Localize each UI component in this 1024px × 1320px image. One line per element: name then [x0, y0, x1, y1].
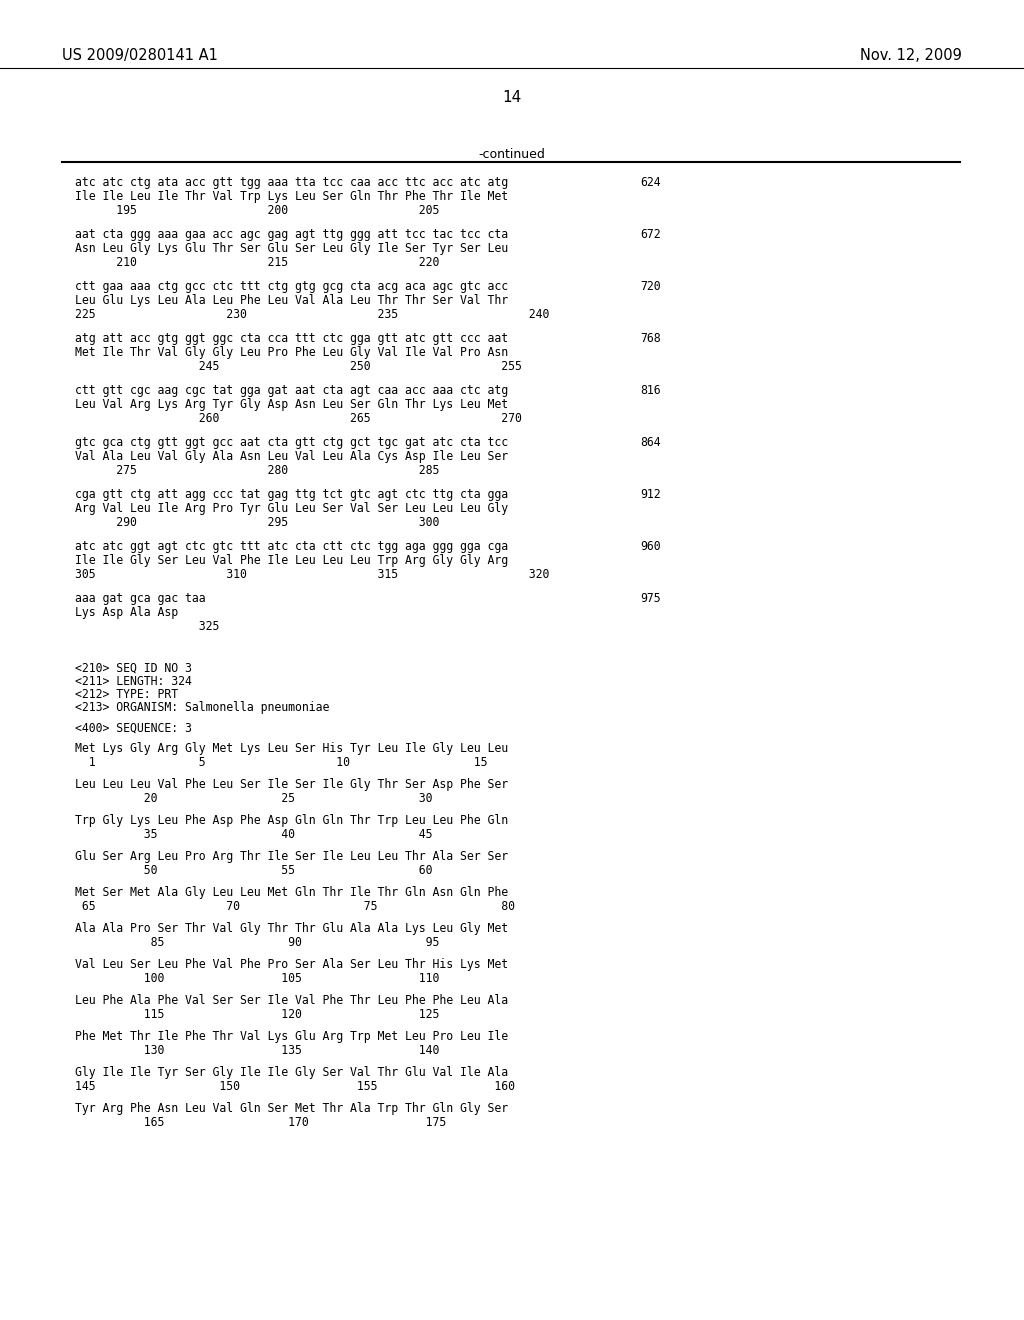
Text: Gly Ile Ile Tyr Ser Gly Ile Ile Gly Ser Val Thr Glu Val Ile Ala: Gly Ile Ile Tyr Ser Gly Ile Ile Gly Ser …: [75, 1067, 508, 1078]
Text: Lys Asp Ala Asp: Lys Asp Ala Asp: [75, 606, 178, 619]
Text: 305                   310                   315                   320: 305 310 315 320: [75, 568, 549, 581]
Text: 816: 816: [640, 384, 660, 397]
Text: Ala Ala Pro Ser Thr Val Gly Thr Thr Glu Ala Ala Lys Leu Gly Met: Ala Ala Pro Ser Thr Val Gly Thr Thr Glu …: [75, 921, 508, 935]
Text: 720: 720: [640, 280, 660, 293]
Text: 14: 14: [503, 90, 521, 106]
Text: 50                  55                  60: 50 55 60: [75, 865, 432, 876]
Text: <212> TYPE: PRT: <212> TYPE: PRT: [75, 688, 178, 701]
Text: 624: 624: [640, 176, 660, 189]
Text: 130                 135                 140: 130 135 140: [75, 1044, 439, 1057]
Text: 260                   265                   270: 260 265 270: [75, 412, 522, 425]
Text: Leu Glu Lys Leu Ala Leu Phe Leu Val Ala Leu Thr Thr Ser Val Thr: Leu Glu Lys Leu Ala Leu Phe Leu Val Ala …: [75, 294, 508, 308]
Text: Asn Leu Gly Lys Glu Thr Ser Glu Ser Leu Gly Ile Ser Tyr Ser Leu: Asn Leu Gly Lys Glu Thr Ser Glu Ser Leu …: [75, 242, 508, 255]
Text: 115                 120                 125: 115 120 125: [75, 1008, 439, 1020]
Text: Tyr Arg Phe Asn Leu Val Gln Ser Met Thr Ala Trp Thr Gln Gly Ser: Tyr Arg Phe Asn Leu Val Gln Ser Met Thr …: [75, 1102, 508, 1115]
Text: gtc gca ctg gtt ggt gcc aat cta gtt ctg gct tgc gat atc cta tcc: gtc gca ctg gtt ggt gcc aat cta gtt ctg …: [75, 436, 508, 449]
Text: Val Ala Leu Val Gly Ala Asn Leu Val Leu Ala Cys Asp Ile Leu Ser: Val Ala Leu Val Gly Ala Asn Leu Val Leu …: [75, 450, 508, 463]
Text: -continued: -continued: [478, 148, 546, 161]
Text: 672: 672: [640, 228, 660, 242]
Text: 145                  150                 155                 160: 145 150 155 160: [75, 1080, 515, 1093]
Text: 768: 768: [640, 333, 660, 345]
Text: 195                   200                   205: 195 200 205: [75, 205, 439, 216]
Text: Met Lys Gly Arg Gly Met Lys Leu Ser His Tyr Leu Ile Gly Leu Leu: Met Lys Gly Arg Gly Met Lys Leu Ser His …: [75, 742, 508, 755]
Text: 20                  25                  30: 20 25 30: [75, 792, 432, 805]
Text: <213> ORGANISM: Salmonella pneumoniae: <213> ORGANISM: Salmonella pneumoniae: [75, 701, 330, 714]
Text: <211> LENGTH: 324: <211> LENGTH: 324: [75, 675, 191, 688]
Text: aaa gat gca gac taa: aaa gat gca gac taa: [75, 591, 206, 605]
Text: aat cta ggg aaa gaa acc agc gag agt ttg ggg att tcc tac tcc cta: aat cta ggg aaa gaa acc agc gag agt ttg …: [75, 228, 508, 242]
Text: 65                   70                  75                  80: 65 70 75 80: [75, 900, 515, 913]
Text: 864: 864: [640, 436, 660, 449]
Text: 85                  90                  95: 85 90 95: [75, 936, 439, 949]
Text: Phe Met Thr Ile Phe Thr Val Lys Glu Arg Trp Met Leu Pro Leu Ile: Phe Met Thr Ile Phe Thr Val Lys Glu Arg …: [75, 1030, 508, 1043]
Text: Met Ser Met Ala Gly Leu Leu Met Gln Thr Ile Thr Gln Asn Gln Phe: Met Ser Met Ala Gly Leu Leu Met Gln Thr …: [75, 886, 508, 899]
Text: cga gtt ctg att agg ccc tat gag ttg tct gtc agt ctc ttg cta gga: cga gtt ctg att agg ccc tat gag ttg tct …: [75, 488, 508, 502]
Text: 912: 912: [640, 488, 660, 502]
Text: 290                   295                   300: 290 295 300: [75, 516, 439, 529]
Text: Met Ile Thr Val Gly Gly Leu Pro Phe Leu Gly Val Ile Val Pro Asn: Met Ile Thr Val Gly Gly Leu Pro Phe Leu …: [75, 346, 508, 359]
Text: Trp Gly Lys Leu Phe Asp Phe Asp Gln Gln Thr Trp Leu Leu Phe Gln: Trp Gly Lys Leu Phe Asp Phe Asp Gln Gln …: [75, 814, 508, 828]
Text: 1               5                   10                  15: 1 5 10 15: [75, 756, 487, 770]
Text: 960: 960: [640, 540, 660, 553]
Text: atg att acc gtg ggt ggc cta cca ttt ctc gga gtt atc gtt ccc aat: atg att acc gtg ggt ggc cta cca ttt ctc …: [75, 333, 508, 345]
Text: 245                   250                   255: 245 250 255: [75, 360, 522, 374]
Text: Val Leu Ser Leu Phe Val Phe Pro Ser Ala Ser Leu Thr His Lys Met: Val Leu Ser Leu Phe Val Phe Pro Ser Ala …: [75, 958, 508, 972]
Text: 35                  40                  45: 35 40 45: [75, 828, 432, 841]
Text: atc atc ctg ata acc gtt tgg aaa tta tcc caa acc ttc acc atc atg: atc atc ctg ata acc gtt tgg aaa tta tcc …: [75, 176, 508, 189]
Text: 225                   230                   235                   240: 225 230 235 240: [75, 308, 549, 321]
Text: Ile Ile Leu Ile Thr Val Trp Lys Leu Ser Gln Thr Phe Thr Ile Met: Ile Ile Leu Ile Thr Val Trp Lys Leu Ser …: [75, 190, 508, 203]
Text: 975: 975: [640, 591, 660, 605]
Text: 210                   215                   220: 210 215 220: [75, 256, 439, 269]
Text: Arg Val Leu Ile Arg Pro Tyr Glu Leu Ser Val Ser Leu Leu Leu Gly: Arg Val Leu Ile Arg Pro Tyr Glu Leu Ser …: [75, 502, 508, 515]
Text: 165                  170                 175: 165 170 175: [75, 1115, 446, 1129]
Text: ctt gaa aaa ctg gcc ctc ttt ctg gtg gcg cta acg aca agc gtc acc: ctt gaa aaa ctg gcc ctc ttt ctg gtg gcg …: [75, 280, 508, 293]
Text: Leu Leu Leu Val Phe Leu Ser Ile Ser Ile Gly Thr Ser Asp Phe Ser: Leu Leu Leu Val Phe Leu Ser Ile Ser Ile …: [75, 777, 508, 791]
Text: Leu Val Arg Lys Arg Tyr Gly Asp Asn Leu Ser Gln Thr Lys Leu Met: Leu Val Arg Lys Arg Tyr Gly Asp Asn Leu …: [75, 399, 508, 411]
Text: <400> SEQUENCE: 3: <400> SEQUENCE: 3: [75, 722, 191, 735]
Text: Nov. 12, 2009: Nov. 12, 2009: [860, 48, 962, 63]
Text: 325: 325: [75, 620, 219, 634]
Text: Glu Ser Arg Leu Pro Arg Thr Ile Ser Ile Leu Leu Thr Ala Ser Ser: Glu Ser Arg Leu Pro Arg Thr Ile Ser Ile …: [75, 850, 508, 863]
Text: 275                   280                   285: 275 280 285: [75, 465, 439, 477]
Text: atc atc ggt agt ctc gtc ttt atc cta ctt ctc tgg aga ggg gga cga: atc atc ggt agt ctc gtc ttt atc cta ctt …: [75, 540, 508, 553]
Text: 100                 105                 110: 100 105 110: [75, 972, 439, 985]
Text: US 2009/0280141 A1: US 2009/0280141 A1: [62, 48, 218, 63]
Text: <210> SEQ ID NO 3: <210> SEQ ID NO 3: [75, 663, 191, 675]
Text: ctt gtt cgc aag cgc tat gga gat aat cta agt caa acc aaa ctc atg: ctt gtt cgc aag cgc tat gga gat aat cta …: [75, 384, 508, 397]
Text: Ile Ile Gly Ser Leu Val Phe Ile Leu Leu Leu Trp Arg Gly Gly Arg: Ile Ile Gly Ser Leu Val Phe Ile Leu Leu …: [75, 554, 508, 568]
Text: Leu Phe Ala Phe Val Ser Ser Ile Val Phe Thr Leu Phe Phe Leu Ala: Leu Phe Ala Phe Val Ser Ser Ile Val Phe …: [75, 994, 508, 1007]
